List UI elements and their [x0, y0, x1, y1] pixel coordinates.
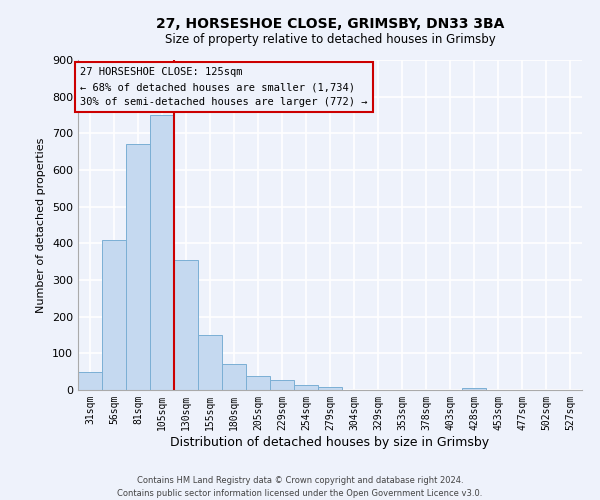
- Text: 27, HORSESHOE CLOSE, GRIMSBY, DN33 3BA: 27, HORSESHOE CLOSE, GRIMSBY, DN33 3BA: [156, 18, 504, 32]
- Bar: [294, 384, 318, 390]
- Bar: [318, 387, 342, 390]
- Bar: [246, 376, 270, 390]
- Y-axis label: Number of detached properties: Number of detached properties: [37, 138, 46, 312]
- Text: Contains HM Land Registry data © Crown copyright and database right 2024.
Contai: Contains HM Land Registry data © Crown c…: [118, 476, 482, 498]
- Bar: [102, 240, 126, 390]
- Text: 27 HORSESHOE CLOSE: 125sqm
← 68% of detached houses are smaller (1,734)
30% of s: 27 HORSESHOE CLOSE: 125sqm ← 68% of deta…: [80, 68, 368, 107]
- Bar: [198, 335, 222, 390]
- Bar: [174, 260, 198, 390]
- Bar: [78, 372, 102, 390]
- Bar: [222, 364, 246, 390]
- Bar: [150, 115, 174, 390]
- Bar: [126, 144, 150, 390]
- Text: Size of property relative to detached houses in Grimsby: Size of property relative to detached ho…: [164, 32, 496, 46]
- X-axis label: Distribution of detached houses by size in Grimsby: Distribution of detached houses by size …: [170, 436, 490, 448]
- Bar: [270, 380, 294, 390]
- Bar: [462, 388, 486, 390]
